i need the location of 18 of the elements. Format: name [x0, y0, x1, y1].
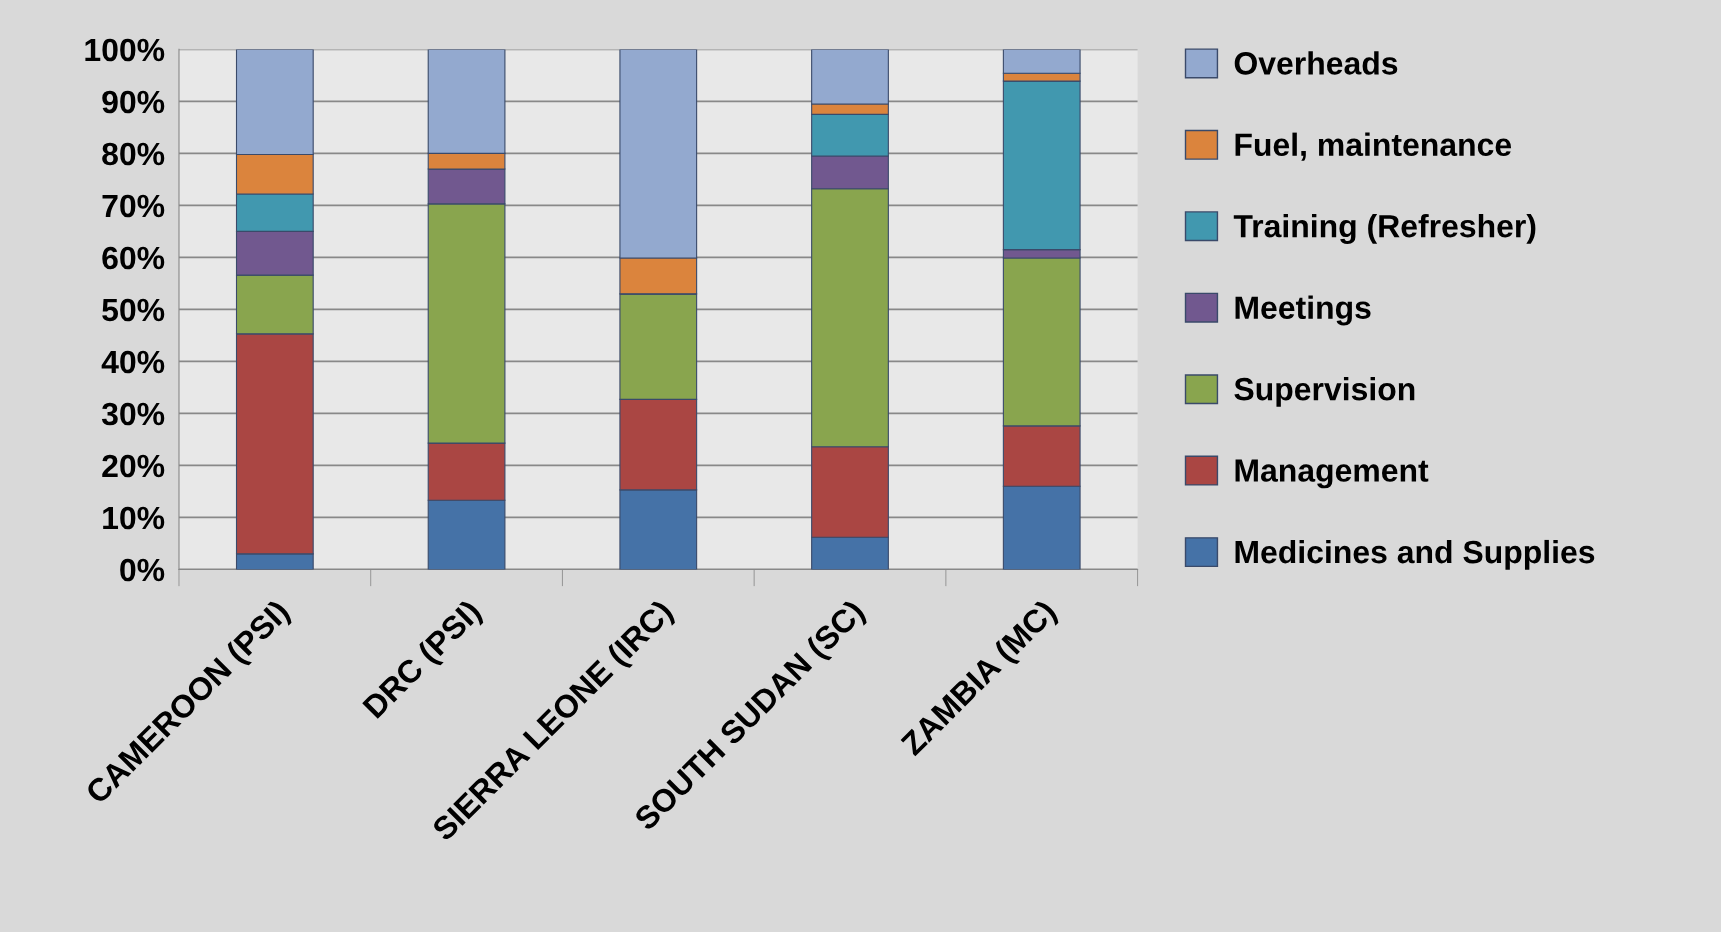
y-tick-label: 20% — [102, 454, 165, 478]
legend-label: Meetings — [1235, 295, 1371, 326]
y-tick-label: 60% — [102, 246, 165, 270]
y-tick-label: 100% — [85, 38, 165, 62]
legend-label: Supervision — [1234, 377, 1415, 407]
legend-label: Fuel, maintenance — [1235, 132, 1512, 161]
y-tick-label: 10% — [103, 506, 165, 530]
legend-label: Training (Refresher) — [1233, 213, 1536, 244]
y-tick-label: 80% — [102, 142, 165, 166]
y-tick-label: 50% — [102, 298, 165, 322]
legend-label: Medicines and Supplies — [1235, 539, 1595, 570]
legend-label: Overheads — [1234, 51, 1398, 75]
y-tick-label: 0% — [120, 558, 165, 582]
y-tick-label: 40% — [101, 350, 165, 374]
y-tick-label: 90% — [102, 90, 165, 114]
y-tick-label: 30% — [101, 402, 165, 426]
legend-label: Management — [1235, 459, 1429, 489]
y-tick-label: 70% — [102, 194, 165, 218]
